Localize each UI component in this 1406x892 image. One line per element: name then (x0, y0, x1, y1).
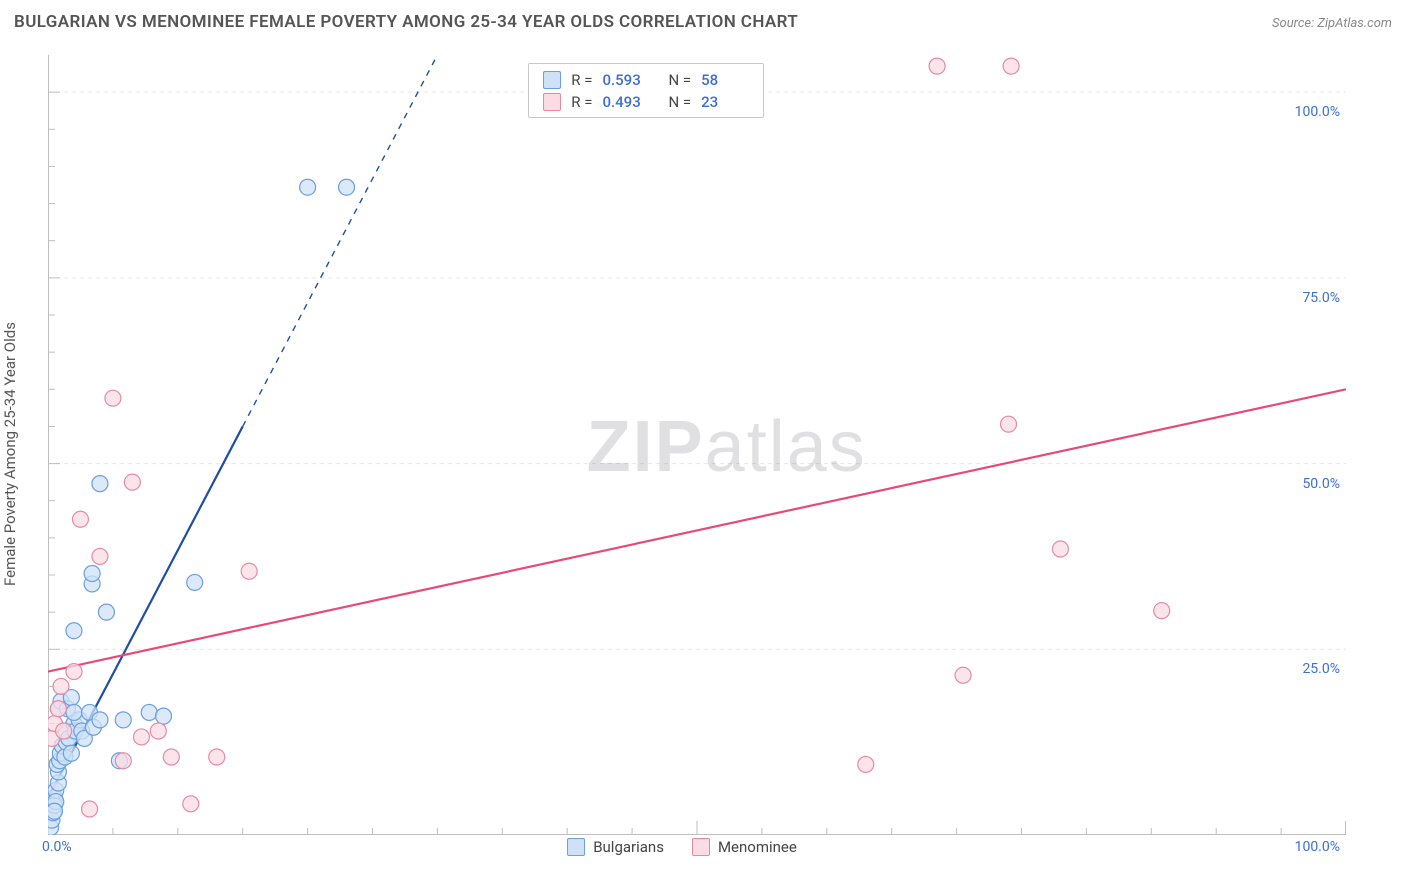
stat-n-label: N = (668, 93, 691, 111)
chart-title: BULGARIAN VS MENOMINEE FEMALE POVERTY AM… (14, 12, 798, 32)
y-tick-label: 75.0% (1302, 290, 1340, 306)
legend-item: Menominee (692, 838, 797, 856)
stat-n-value: 58 (701, 71, 749, 89)
legend: Bulgarians Menominee (567, 838, 797, 856)
stats-row: R = 0.593 N = 58 (543, 69, 749, 91)
y-tick-label: 25.0% (1302, 661, 1340, 677)
stat-r-value: 0.493 (602, 93, 650, 111)
series-swatch (692, 838, 710, 856)
chart-source: Source: ZipAtlas.com (1272, 16, 1392, 31)
y-axis-label: Female Poverty Among 25-34 Year Olds (1, 322, 19, 586)
stats-row: R = 0.493 N = 23 (543, 91, 749, 113)
watermark-zip: ZIP (587, 407, 705, 487)
legend-item: Bulgarians (567, 838, 664, 856)
watermark: ZIPatlas (587, 406, 867, 488)
stat-r-label: R = (571, 93, 592, 111)
stat-n-label: N = (668, 71, 691, 89)
watermark-atlas: atlas (705, 407, 867, 487)
x-tick-label: 100.0% (1295, 839, 1340, 855)
correlation-stats-box: R = 0.593 N = 58 R = 0.493 N = 23 (528, 63, 764, 118)
series-swatch (543, 93, 561, 111)
x-tick-label: 0.0% (42, 839, 72, 855)
legend-label: Menominee (718, 838, 797, 856)
y-tick-label: 50.0% (1302, 476, 1340, 492)
y-tick-label: 100.0% (1295, 104, 1340, 120)
stat-r-value: 0.593 (602, 71, 650, 89)
series-swatch (567, 838, 585, 856)
stat-r-label: R = (571, 71, 592, 89)
stat-n-value: 23 (701, 93, 749, 111)
series-swatch (543, 71, 561, 89)
legend-label: Bulgarians (593, 838, 664, 856)
